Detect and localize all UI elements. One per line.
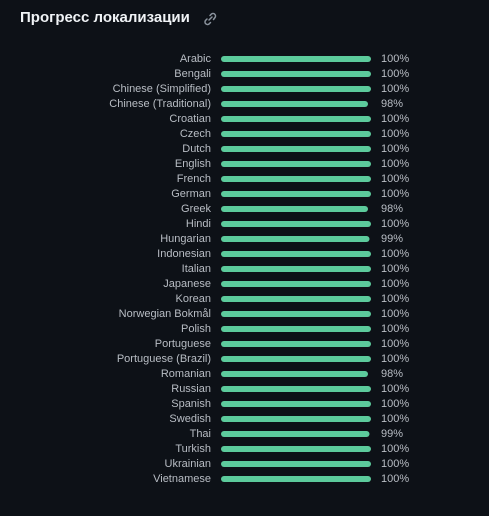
- chart-title: Прогресс локализации: [20, 9, 190, 26]
- category-label: Thai: [190, 428, 211, 440]
- value-label: 99%: [381, 428, 403, 440]
- value-label: 100%: [381, 218, 409, 230]
- value-label: 99%: [381, 233, 403, 245]
- bar: [221, 446, 371, 452]
- bar: [221, 476, 371, 482]
- category-label: Chinese (Traditional): [109, 98, 211, 110]
- category-label: French: [177, 173, 211, 185]
- bar: [221, 371, 368, 377]
- bar: [221, 221, 371, 227]
- category-label: Dutch: [182, 143, 211, 155]
- category-label: Arabic: [180, 53, 212, 65]
- category-label: Swedish: [169, 413, 211, 425]
- category-label: Korean: [176, 293, 211, 305]
- category-label: Portuguese (Brazil): [117, 353, 211, 365]
- category-label: Italian: [182, 263, 211, 275]
- value-label: 100%: [381, 308, 409, 320]
- value-label: 100%: [381, 173, 409, 185]
- category-label: Indonesian: [157, 248, 211, 260]
- value-label: 98%: [381, 203, 403, 215]
- value-label: 100%: [381, 143, 409, 155]
- value-label: 100%: [381, 383, 409, 395]
- bar: [221, 356, 371, 362]
- category-label: German: [171, 188, 211, 200]
- category-label: Croatian: [169, 113, 211, 125]
- category-label: Ukrainian: [165, 458, 211, 470]
- value-label: 100%: [381, 278, 409, 290]
- bar: [221, 131, 371, 137]
- category-label: Czech: [180, 128, 211, 140]
- category-label: Norwegian Bokmål: [119, 308, 211, 320]
- bar: [221, 251, 371, 257]
- value-label: 100%: [381, 188, 409, 200]
- category-label: Hindi: [186, 218, 211, 230]
- bar: [221, 386, 371, 392]
- value-label: 100%: [381, 263, 409, 275]
- category-label: Chinese (Simplified): [113, 83, 211, 95]
- bar: [221, 101, 368, 107]
- bar: [221, 431, 370, 437]
- bar: [221, 296, 371, 302]
- bar: [221, 311, 371, 317]
- bar: [221, 236, 370, 242]
- category-label: Portuguese: [155, 338, 211, 350]
- value-label: 100%: [381, 68, 409, 80]
- value-label: 100%: [381, 293, 409, 305]
- value-label: 100%: [381, 83, 409, 95]
- bar: [221, 116, 371, 122]
- category-label: Turkish: [175, 443, 211, 455]
- category-label: Hungarian: [160, 233, 211, 245]
- value-label: 100%: [381, 338, 409, 350]
- category-label: Bengali: [174, 68, 211, 80]
- bar: [221, 56, 371, 62]
- value-label: 100%: [381, 158, 409, 170]
- bar: [221, 416, 371, 422]
- category-label: English: [175, 158, 211, 170]
- bar: [221, 206, 368, 212]
- bar: [221, 281, 371, 287]
- value-label: 100%: [381, 413, 409, 425]
- value-label: 100%: [381, 353, 409, 365]
- bar: [221, 191, 371, 197]
- category-label: Japanese: [163, 278, 211, 290]
- value-label: 100%: [381, 323, 409, 335]
- value-label: 98%: [381, 98, 403, 110]
- bar: [221, 461, 371, 467]
- bar: [221, 266, 371, 272]
- value-label: 98%: [381, 368, 403, 380]
- value-label: 100%: [381, 113, 409, 125]
- value-label: 100%: [381, 458, 409, 470]
- category-label: Greek: [181, 203, 211, 215]
- value-label: 100%: [381, 53, 409, 65]
- bar: [221, 326, 371, 332]
- value-label: 100%: [381, 473, 409, 485]
- category-label: Spanish: [171, 398, 211, 410]
- value-label: 100%: [381, 398, 409, 410]
- bar: [221, 176, 371, 182]
- category-label: Polish: [181, 323, 211, 335]
- bar: [221, 71, 371, 77]
- category-label: Vietnamese: [153, 473, 211, 485]
- value-label: 100%: [381, 443, 409, 455]
- bar: [221, 161, 371, 167]
- link-icon[interactable]: [204, 12, 217, 26]
- bar: [221, 341, 371, 347]
- bar: [221, 401, 371, 407]
- bar: [221, 146, 371, 152]
- value-label: 100%: [381, 248, 409, 260]
- bar: [221, 86, 371, 92]
- category-label: Russian: [171, 383, 211, 395]
- category-label: Romanian: [161, 368, 211, 380]
- value-label: 100%: [381, 128, 409, 140]
